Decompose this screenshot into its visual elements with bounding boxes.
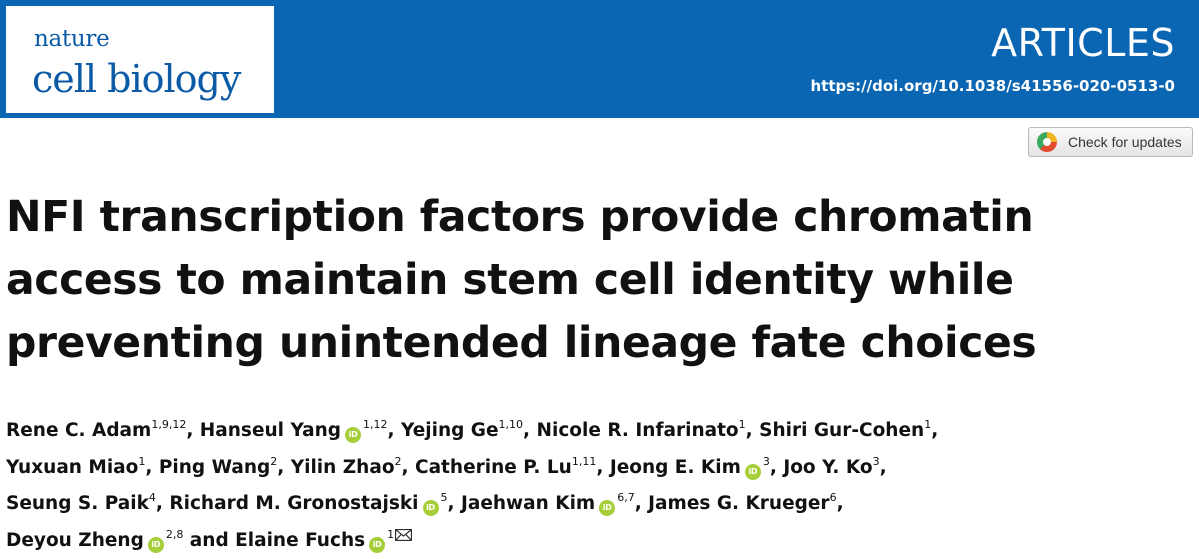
author-name[interactable]: Rene C. Adam: [6, 420, 151, 441]
author-separator: ,: [596, 457, 609, 478]
author-name[interactable]: Joo Y. Ko: [783, 457, 872, 478]
crossmark-icon: [1037, 132, 1057, 152]
affiliation-marker: 2: [395, 455, 402, 468]
author: Shiri Gur-Cohen1,: [759, 420, 938, 441]
author: Rene C. Adam1,9,12,: [6, 420, 200, 441]
affiliation-marker: 6: [830, 491, 837, 504]
author-line: Yuxuan Miao1, Ping Wang2, Yilin Zhao2, C…: [6, 450, 1186, 487]
doi-link[interactable]: https://doi.org/10.1038/s41556-020-0513-…: [810, 79, 1175, 94]
orcid-icon[interactable]: iD: [423, 500, 439, 516]
article-title: NFI transcription factors provide chroma…: [6, 186, 1186, 375]
author: Ping Wang2,: [159, 457, 291, 478]
author: Richard M. Gronostajski iD5,: [169, 493, 461, 514]
article-title-line: access to maintain stem cell identity wh…: [6, 249, 1186, 312]
author: Catherine P. Lu1,11,: [415, 457, 610, 478]
article-title-line: preventing unintended lineage fate choic…: [6, 312, 1186, 375]
author-name[interactable]: Ping Wang: [159, 457, 270, 478]
author: Yilin Zhao2,: [291, 457, 415, 478]
author-name[interactable]: Richard M. Gronostajski: [169, 493, 418, 514]
affiliation-marker: 1,10: [499, 418, 524, 431]
author-name[interactable]: James G. Krueger: [648, 493, 829, 514]
author: Nicole R. Infarinato1,: [537, 420, 760, 441]
author-separator: ,: [746, 420, 759, 441]
article-title-line: NFI transcription factors provide chroma…: [6, 186, 1186, 249]
orcid-icon[interactable]: iD: [369, 537, 385, 553]
affiliation-marker: 1: [739, 418, 746, 431]
author-separator: ,: [277, 457, 290, 478]
author-name[interactable]: Nicole R. Infarinato: [537, 420, 739, 441]
author: Seung S. Paik4,: [6, 493, 169, 514]
author-separator: ,: [880, 457, 887, 478]
author-name[interactable]: Deyou Zheng: [6, 530, 144, 551]
journal-header-banner: nature cell biology ARTICLES https://doi…: [0, 0, 1199, 118]
author-name[interactable]: Elaine Fuchs: [235, 530, 365, 551]
author-name[interactable]: Seung S. Paik: [6, 493, 149, 514]
check-for-updates-label: Check for updates: [1068, 134, 1182, 150]
affiliation-marker: 1,12: [363, 418, 388, 431]
mail-icon[interactable]: [395, 529, 412, 541]
orcid-icon[interactable]: iD: [745, 464, 761, 480]
author: Yuxuan Miao1,: [6, 457, 159, 478]
author-separator: ,: [186, 420, 199, 441]
affiliation-marker: 1: [387, 528, 394, 541]
author-name[interactable]: Yuxuan Miao: [6, 457, 138, 478]
author-line: Seung S. Paik4, Richard M. Gronostajski i…: [6, 486, 1186, 523]
author-separator: ,: [523, 420, 536, 441]
affiliation-marker: 1,11: [572, 455, 597, 468]
author-separator: ,: [156, 493, 169, 514]
affiliation-marker: 2,8: [166, 528, 184, 541]
affiliation-marker: 1,9,12: [151, 418, 186, 431]
affiliation-marker: 5: [441, 491, 448, 504]
author-name[interactable]: Yilin Zhao: [291, 457, 395, 478]
author-name[interactable]: Shiri Gur-Cohen: [759, 420, 924, 441]
journal-logo[interactable]: nature cell biology: [6, 6, 274, 113]
author-name[interactable]: Catherine P. Lu: [415, 457, 572, 478]
check-for-updates-button[interactable]: Check for updates: [1028, 127, 1193, 157]
author-separator: ,: [388, 420, 401, 441]
author-name[interactable]: Jeong E. Kim: [610, 457, 741, 478]
author-separator: ,: [402, 457, 415, 478]
author-separator: ,: [145, 457, 158, 478]
orcid-icon[interactable]: iD: [148, 537, 164, 553]
author-name[interactable]: Jaehwan Kim: [461, 493, 595, 514]
author-separator: ,: [635, 493, 648, 514]
author-separator: ,: [837, 493, 844, 514]
author-name[interactable]: Hanseul Yang: [200, 420, 341, 441]
author-name[interactable]: Yejing Ge: [401, 420, 499, 441]
affiliation-marker: 3: [873, 455, 880, 468]
journal-logo-line1: nature: [34, 28, 109, 51]
author-separator: and: [183, 530, 235, 551]
author: James G. Krueger6,: [648, 493, 843, 514]
orcid-icon[interactable]: iD: [345, 427, 361, 443]
article-section-label: ARTICLES: [991, 24, 1175, 62]
author-separator: ,: [931, 420, 938, 441]
orcid-icon[interactable]: iD: [599, 500, 615, 516]
affiliation-marker: 6,7: [617, 491, 635, 504]
author-separator: ,: [448, 493, 461, 514]
author: Joo Y. Ko3,: [783, 457, 886, 478]
journal-logo-line2: cell biology: [32, 60, 240, 98]
author: Yejing Ge1,10,: [401, 420, 536, 441]
affiliation-marker: 3: [763, 455, 770, 468]
author-separator: ,: [770, 457, 783, 478]
affiliation-marker: 4: [149, 491, 156, 504]
